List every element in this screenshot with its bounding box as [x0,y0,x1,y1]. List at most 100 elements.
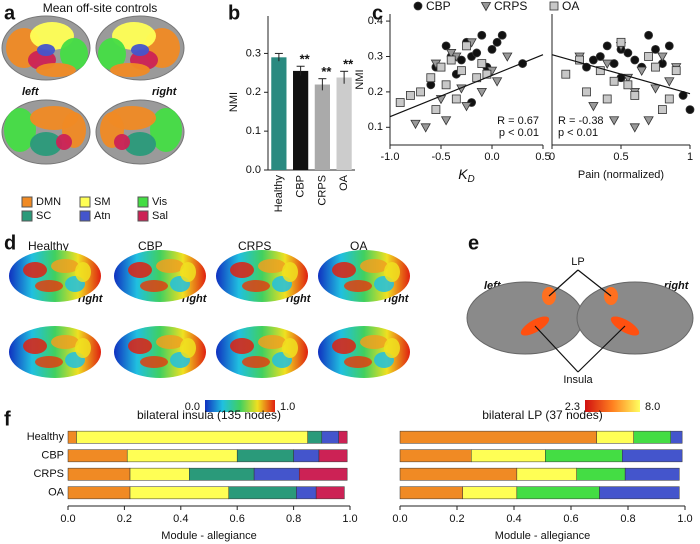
panel-label: c [372,2,383,24]
bar-segment [253,467,300,481]
annotation: R = -0.38 [558,115,604,127]
brain-map-blob [180,262,196,282]
y-tick-label: 0.1 [246,125,261,137]
brain-map-blob [180,338,196,358]
point [461,102,472,112]
brain-map-blob [360,259,388,273]
brain-map-blob [35,280,63,292]
y-tick-label: 0.2 [246,86,261,98]
point [623,48,633,58]
panel-label: f [4,408,11,430]
point [416,87,426,97]
x-tick-label: 1 [687,151,693,163]
brain-map-blob [384,338,400,358]
point [492,37,502,47]
bar-segment [228,486,297,500]
point [602,59,613,69]
brain-map-blob [258,259,286,273]
bar-segment [321,430,339,444]
bar-segment [293,449,320,463]
arrow [577,325,626,373]
brain-region [30,22,74,50]
point [502,52,513,62]
hemisphere-label: left [22,86,40,98]
x-tick-label: Healthy [273,175,285,213]
x-tick-label: 0.8 [620,513,635,525]
point [664,41,674,51]
arrow [534,325,579,373]
legend-swatch [79,196,91,208]
x-tick-label: 0.5 [535,151,550,163]
point [405,91,415,100]
bar-segment [76,430,308,444]
legend-marker [549,1,559,11]
legend-label: Atn [94,210,111,222]
point [487,45,497,54]
legend-marker [413,1,423,11]
point [482,69,492,79]
bar-segment [471,449,546,463]
point [644,30,653,40]
brain-region [56,134,72,150]
x-tick-label: 0.2 [449,513,464,525]
legend-label: CBP [426,0,451,13]
view-label: right [286,293,312,305]
x-tick-label: 0.4 [173,513,188,525]
legend-swatch [79,210,91,222]
bar-segment [596,430,634,444]
point [426,73,436,83]
point [441,41,451,51]
bar-segment [129,486,229,500]
panel-label: b [228,2,240,24]
brain-map-blob [242,280,270,292]
bar-segment [318,449,348,463]
point [644,52,653,61]
bar-segment [670,430,683,444]
bar-segment [624,467,680,481]
brain-map-blob [384,262,400,282]
bar-segment [67,467,131,481]
y-tick-label: Healthy [27,431,65,443]
point [440,116,452,126]
brain-map-blob [156,335,184,349]
brain-map-blob [242,356,270,368]
x-tick-label: CBP [295,175,307,198]
point [658,105,667,114]
bar-segment [296,486,317,500]
region-label: LP [571,256,584,268]
point [650,84,661,94]
bar-segment [236,449,294,463]
colorbar-label: 1.0 [280,401,295,413]
brain-region [37,44,55,56]
point [671,66,681,76]
bar-segment [516,486,600,500]
annotation: p < 0.01 [558,127,598,139]
brain-map-blob [140,280,168,292]
legend-swatch [137,196,149,208]
bar-segment [67,430,77,444]
bar-segment [338,430,348,444]
fit-line [551,54,691,95]
panel-label: a [4,2,16,24]
brain-region [60,38,88,70]
legend-swatch [21,210,33,222]
x-tick-label: 0.0 [60,513,75,525]
bar-segment [576,467,626,481]
brain-map-blob [35,356,63,368]
bar-segment [399,430,597,444]
x-tick-label: 0.6 [230,513,245,525]
point [629,123,640,133]
bar-segment [399,486,463,500]
x-tick-label: 0.0 [484,151,499,163]
panel-label: e [468,232,479,254]
y-tick-label: CBP [41,450,64,462]
point [630,91,640,100]
x-tick-label: 1.0 [342,513,357,525]
x-axis-label-text: Pain (normalized) [578,169,664,181]
x-axis-label: Module - allegiance [161,530,256,542]
x-tick-label: 1.0 [677,513,692,525]
legend-label: CRPS [494,0,527,13]
point [561,69,571,79]
point [685,105,695,114]
legend-swatch [21,196,33,208]
